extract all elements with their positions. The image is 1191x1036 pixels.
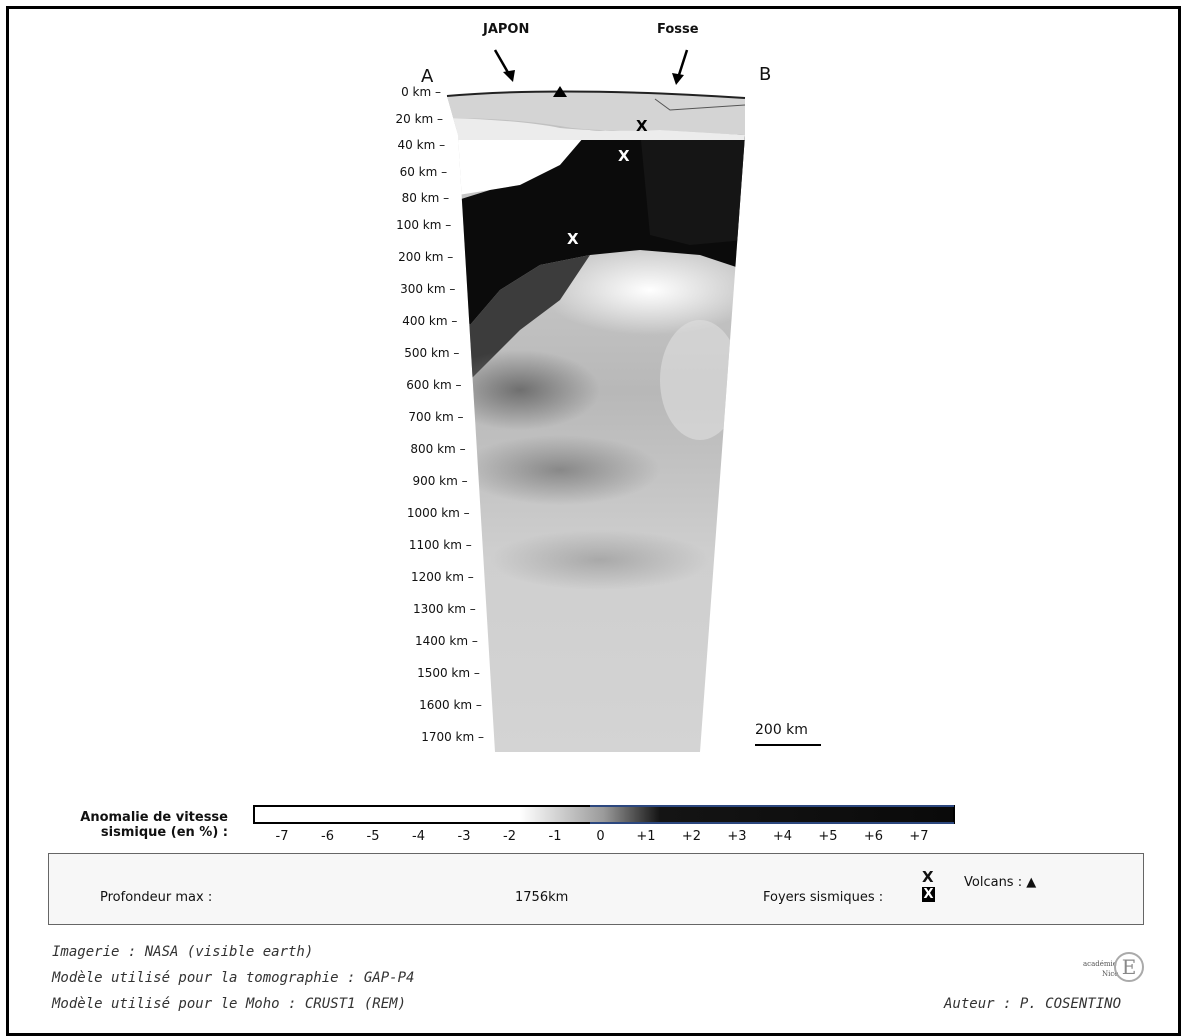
legend-gradient-bar <box>253 805 955 824</box>
foyers-sismiques-label: Foyers sismiques : <box>763 890 884 905</box>
tomography-image <box>447 91 745 753</box>
legend-title-line2: sismique (en %) : <box>100 825 228 840</box>
legend-title-line1: Anomalie de vitesse <box>80 810 228 825</box>
depth-tick-label: 900 km – <box>412 474 468 488</box>
fosse-arrow <box>672 49 689 85</box>
volcans-label[interactable]: Volcans : ▲ <box>964 875 1036 890</box>
legend-value-label: +1 <box>636 829 656 844</box>
depth-tick-label: 800 km – <box>410 442 466 456</box>
legend-value-label: +7 <box>909 829 929 844</box>
point-b-label: B <box>759 64 772 85</box>
legend-value-label: -7 <box>275 829 289 844</box>
legend-value-label: -1 <box>548 829 562 844</box>
control-panel <box>48 853 1144 925</box>
volcans-symbol: ▲ <box>1026 875 1037 890</box>
credit-imagerie: Imagerie : NASA (visible earth) <box>52 944 314 960</box>
legend-value-label: -6 <box>321 829 334 844</box>
scale-bar-label: 200 km <box>755 722 808 738</box>
depth-tick-label: 60 km – <box>399 164 448 179</box>
credit-author: Auteur : P. COSENTINO <box>944 996 1122 1012</box>
depth-tick-label: 80 km – <box>401 191 450 206</box>
depth-tick-label: 300 km – <box>400 282 456 296</box>
seismic-focus-marker: X <box>567 230 579 248</box>
depth-tick-label: 1600 km – <box>419 698 482 712</box>
volcans-label-text: Volcans : <box>964 875 1023 890</box>
depth-tick-label: 700 km – <box>408 410 464 424</box>
fosse-label: Fosse <box>657 22 699 37</box>
legend-value-label: -5 <box>366 829 380 844</box>
legend-title: Anomalie de vitesse sismique (en %) : <box>60 810 228 840</box>
depth-tick-label: 1500 km – <box>417 666 480 680</box>
depth-tick-label: 1400 km – <box>415 634 478 648</box>
depth-max-label: Profondeur max : <box>100 890 213 905</box>
depth-max-value: 1756km <box>515 890 569 905</box>
credit-moho: Modèle utilisé pour le Moho : CRUST1 (RE… <box>52 996 407 1012</box>
point-a-label: A <box>421 66 434 87</box>
legend-value-label: -3 <box>457 829 471 844</box>
depth-tick-label: 1200 km – <box>410 570 474 584</box>
depth-tick-label: 1000 km – <box>406 506 470 520</box>
legend-value-label: -2 <box>503 829 516 844</box>
depth-tick-label: 1700 km – <box>421 730 484 744</box>
depth-tick-label: 40 km – <box>397 138 446 153</box>
legend-value-label: +6 <box>863 829 884 844</box>
depth-tick-label: 600 km – <box>406 378 462 392</box>
legend-value-label: +4 <box>772 829 793 844</box>
legend-value-label: +3 <box>727 829 747 844</box>
depth-tick-label: 100 km – <box>396 218 452 232</box>
depth-tick-label: 400 km – <box>402 314 458 328</box>
depth-tick-label: 500 km – <box>404 346 460 360</box>
japon-label: JAPON <box>483 22 530 37</box>
depth-tick-label: 20 km – <box>395 111 444 126</box>
academie-nice-logo: académie Nice E <box>1082 948 1144 990</box>
legend-value-label: 0 <box>596 829 605 844</box>
volcano-marker <box>553 86 567 97</box>
japon-arrow <box>493 49 515 82</box>
depth-tick-label: 200 km – <box>398 250 454 264</box>
legend-value-label: +5 <box>818 829 838 844</box>
foyers-checkbox[interactable]: X <box>922 887 935 902</box>
credit-tomographie: Modèle utilisé pour la tomographie : GAP… <box>52 970 415 986</box>
depth-tick-label: 0 km – <box>401 85 441 99</box>
foyers-symbol: X <box>922 868 934 886</box>
depth-tick-label: 1300 km – <box>412 602 476 616</box>
seismic-focus-marker: X <box>618 147 630 165</box>
depth-tick-label: 1100 km – <box>408 538 472 552</box>
legend-value-label: +2 <box>681 829 702 844</box>
legend-value-label: -4 <box>412 829 425 844</box>
seismic-focus-marker: X <box>636 117 648 135</box>
